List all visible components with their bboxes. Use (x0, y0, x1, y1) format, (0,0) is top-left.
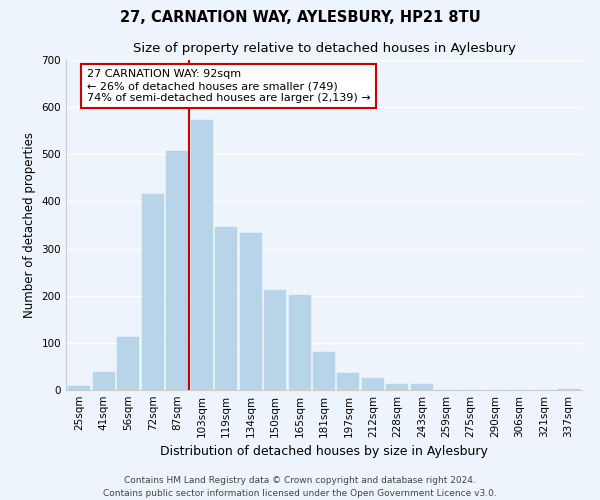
X-axis label: Distribution of detached houses by size in Aylesbury: Distribution of detached houses by size … (160, 446, 488, 458)
Text: 27, CARNATION WAY, AYLESBURY, HP21 8TU: 27, CARNATION WAY, AYLESBURY, HP21 8TU (119, 10, 481, 25)
Bar (118, 337, 139, 390)
Bar (215, 228, 237, 390)
Text: Contains HM Land Registry data © Crown copyright and database right 2024.
Contai: Contains HM Land Registry data © Crown c… (103, 476, 497, 498)
Bar (313, 352, 335, 390)
Bar (166, 151, 188, 390)
Bar (68, 386, 91, 390)
Bar (411, 384, 433, 390)
Bar (362, 378, 384, 390)
Bar (289, 295, 311, 390)
Bar (264, 290, 286, 390)
Bar (386, 384, 409, 390)
Bar (239, 233, 262, 390)
Bar (191, 120, 213, 390)
Bar (93, 372, 115, 390)
Bar (337, 372, 359, 390)
Bar (557, 389, 580, 390)
Y-axis label: Number of detached properties: Number of detached properties (23, 132, 36, 318)
Title: Size of property relative to detached houses in Aylesbury: Size of property relative to detached ho… (133, 42, 515, 54)
Bar (142, 194, 164, 390)
Text: 27 CARNATION WAY: 92sqm
← 26% of detached houses are smaller (749)
74% of semi-d: 27 CARNATION WAY: 92sqm ← 26% of detache… (87, 70, 370, 102)
